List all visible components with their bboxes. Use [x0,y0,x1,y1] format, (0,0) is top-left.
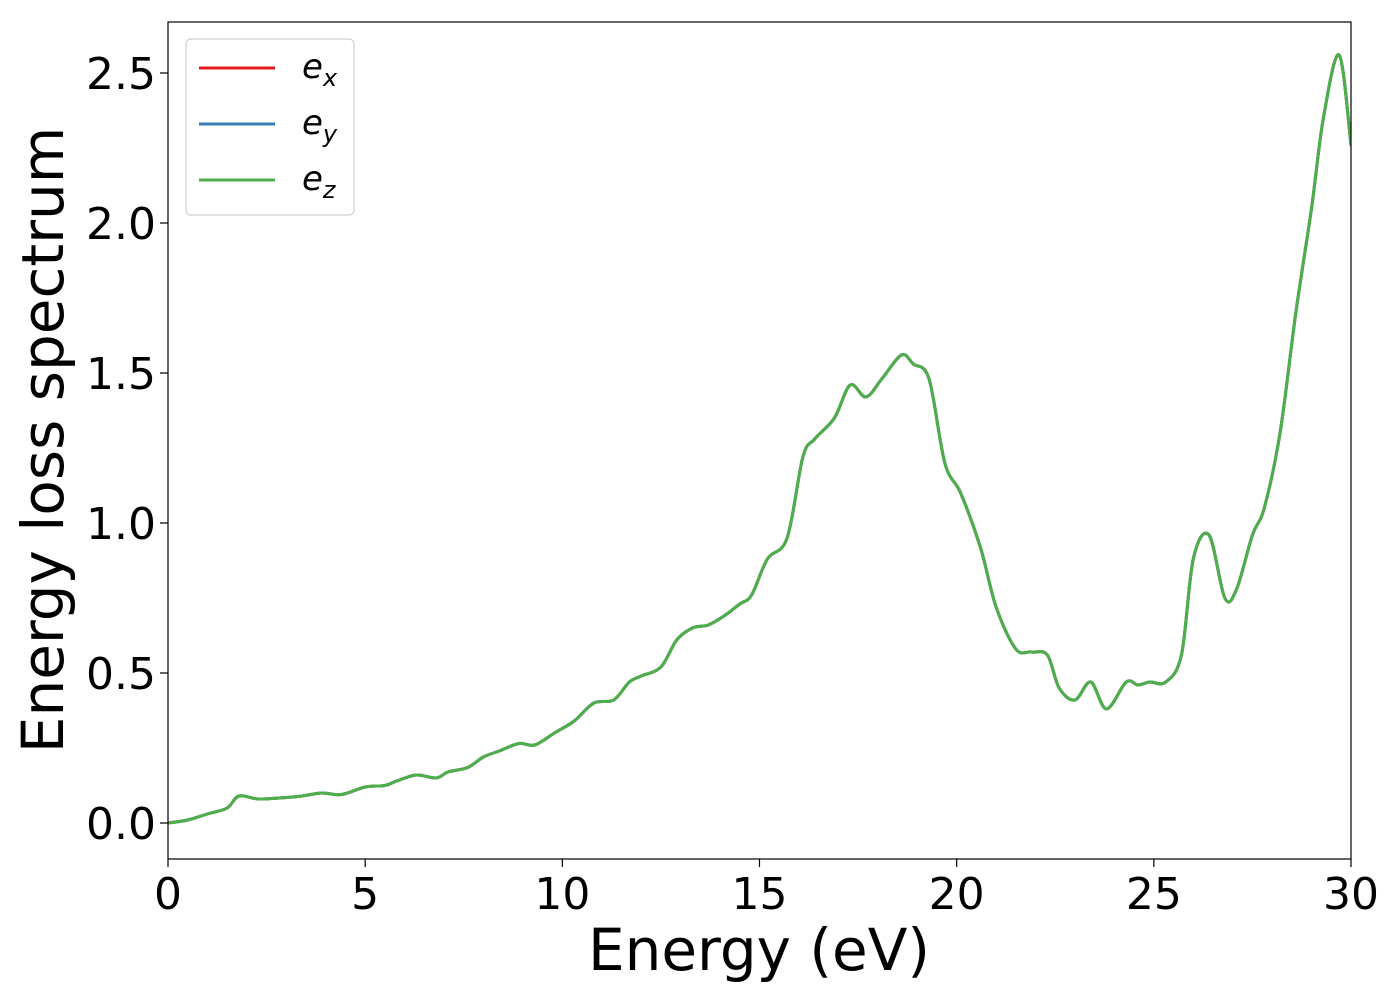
x-tick-label: 10 [534,869,590,920]
y-axis-title: Energy loss spectrum [9,127,77,753]
series-line-e-z [168,53,1351,825]
y-tick-label: 0.5 [86,649,156,700]
y-tick-label: 1.5 [86,349,156,400]
x-tick-label: 20 [929,869,985,920]
y-tick-label: 1.0 [86,499,156,550]
x-tick-label: 15 [732,869,788,920]
y-tick-label: 2.5 [86,49,156,100]
legend-label-e-z: ez [302,159,337,204]
ticks-layer: 0 5 10 15 20 25 30 0.0 0.5 1.0 1.5 2.0 2.5 [86,49,1379,920]
x-axis-title: Energy (eV) [588,916,930,984]
x-tick-label: 30 [1323,869,1379,920]
legend: ex ey ez [185,38,355,216]
x-tick-label: 0 [154,869,182,920]
y-tick-label: 0.0 [86,799,156,850]
legend-box [185,38,355,216]
legend-label-e-y: ey [302,103,338,148]
y-tick-label: 2.0 [86,199,156,250]
x-tick-label: 5 [351,869,379,920]
x-tick-label: 25 [1126,869,1182,920]
series-layer [168,53,1351,825]
legend-label-e-x: ex [302,47,338,92]
